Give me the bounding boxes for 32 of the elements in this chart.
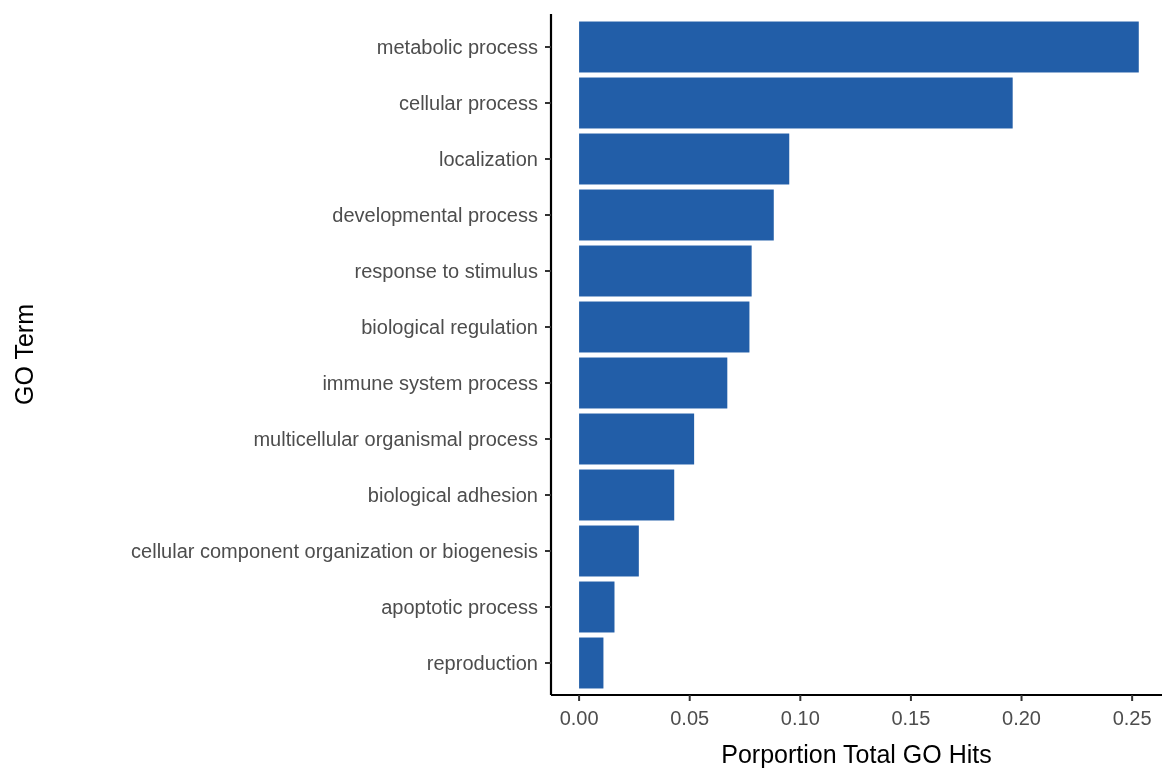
bar — [579, 525, 639, 577]
bar — [579, 413, 695, 465]
bar — [579, 469, 675, 521]
bar — [579, 301, 750, 353]
bar — [579, 21, 1139, 73]
y-tick-label: localization — [439, 148, 538, 170]
y-tick-label: response to stimulus — [354, 260, 538, 282]
x-tick-label: 0.00 — [559, 707, 599, 729]
bar — [579, 133, 790, 185]
y-axis-title: GO Term — [10, 304, 38, 405]
bar — [579, 357, 728, 409]
x-tick-label: 0.15 — [891, 707, 931, 729]
bar — [579, 245, 752, 297]
y-tick-label: metabolic process — [376, 36, 538, 58]
y-tick-label: developmental process — [332, 204, 538, 226]
y-tick-label: cellular process — [399, 92, 538, 114]
x-tick-label: 0.20 — [1002, 707, 1041, 729]
bar — [579, 189, 774, 241]
y-tick-label: immune system process — [322, 372, 538, 394]
y-tick-label: biological adhesion — [367, 484, 538, 506]
y-tick-label: multicellular organismal process — [253, 428, 538, 450]
y-tick-label: reproduction — [426, 652, 538, 674]
x-axis-title: Porportion Total GO Hits — [721, 740, 992, 768]
bar — [579, 581, 615, 633]
y-tick-label: apoptotic process — [381, 596, 538, 618]
y-tick-label: biological regulation — [361, 316, 538, 338]
bar — [579, 77, 1013, 129]
x-tick-label: 0.25 — [1112, 707, 1152, 729]
bar — [579, 637, 604, 689]
x-tick-label: 0.05 — [670, 707, 710, 729]
x-tick-label: 0.10 — [780, 707, 820, 729]
y-tick-label: cellular component organization or biogenesis — [131, 540, 538, 562]
